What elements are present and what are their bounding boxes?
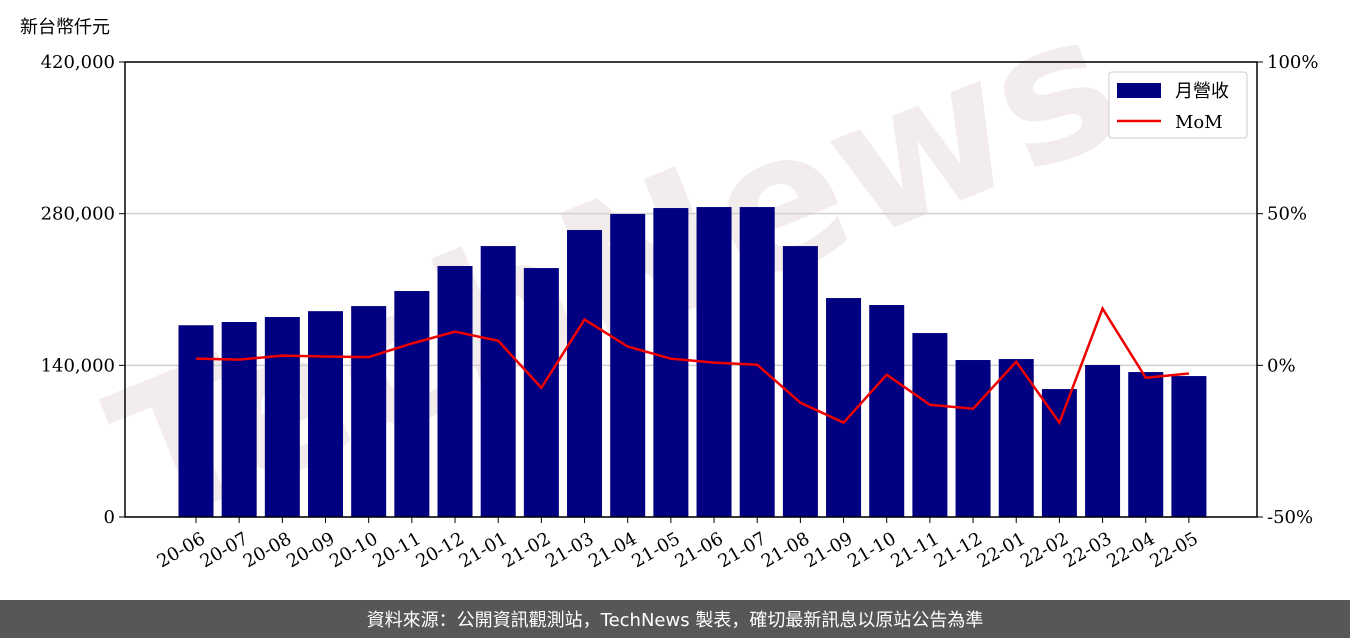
x-tick-label: 20-10: [326, 528, 381, 572]
x-tick-label: 22-05: [1146, 528, 1201, 572]
x-tick-label: 21-02: [499, 528, 554, 572]
y2-tick-label: 0%: [1267, 355, 1296, 376]
bar: [955, 360, 991, 517]
bar: [869, 304, 905, 517]
x-tick-label: 20-11: [369, 528, 424, 572]
y-tick-label: 280,000: [41, 204, 115, 225]
bar: [523, 268, 559, 517]
bar: [998, 359, 1034, 517]
bar: [1085, 365, 1121, 517]
bar: [912, 333, 948, 517]
y-tick-label: 420,000: [41, 52, 115, 73]
bar: [308, 311, 344, 517]
x-tick-label: 20-09: [283, 528, 338, 572]
bar: [782, 246, 818, 517]
footer-bar: [0, 600, 1350, 638]
plot-frame: [124, 61, 1258, 518]
bar: [567, 230, 603, 517]
footer-text: 資料來源：公開資訊觀測站，TechNews 製表，確切最新訊息以原站公告為準: [367, 610, 984, 631]
x-tick-label: 21-05: [628, 528, 683, 572]
x-tick-label: 21-10: [844, 528, 899, 572]
bar: [480, 246, 516, 517]
x-tick-label: 22-03: [1060, 528, 1115, 572]
bar: [221, 322, 257, 517]
x-tick-label: 22-01: [974, 528, 1029, 572]
x-tick-label: 21-09: [801, 528, 856, 572]
x-tick-label: 21-07: [715, 528, 770, 572]
y2-tick-label: -50%: [1267, 507, 1313, 528]
bar: [351, 306, 387, 517]
bar: [610, 213, 646, 517]
x-tick-label: 21-04: [585, 528, 640, 572]
bar: [437, 265, 473, 517]
x-tick-label: 21-11: [887, 528, 942, 572]
bar: [178, 325, 214, 517]
bar: [394, 291, 430, 517]
x-tick-label: 21-12: [931, 528, 986, 572]
legend-swatch: [1117, 83, 1161, 98]
x-tick-label: 21-03: [542, 528, 597, 572]
y2-tick-label: 50%: [1267, 204, 1307, 225]
y-axis-label: 新台幣仟元: [20, 17, 110, 38]
x-tick-label: 20-12: [412, 528, 467, 572]
y-tick-label: 140,000: [41, 355, 115, 376]
x-tick-label: 22-02: [1017, 528, 1072, 572]
bar: [1171, 376, 1207, 517]
legend-label: 月營收: [1175, 81, 1229, 102]
y2-tick-label: 100%: [1267, 52, 1318, 73]
legend-label: MoM: [1175, 112, 1223, 133]
y-tick-label: 0: [104, 507, 115, 528]
bar: [653, 208, 689, 518]
bar: [1041, 389, 1077, 517]
x-tick-label: 21-06: [671, 528, 726, 572]
bar: [739, 207, 775, 517]
x-tick-label: 22-04: [1103, 528, 1158, 572]
bar: [1128, 372, 1164, 517]
x-tick-label: 21-01: [456, 528, 511, 572]
bar: [264, 317, 300, 517]
bar: [826, 298, 862, 517]
line: [195, 305, 1190, 426]
x-tick-label: 21-08: [758, 528, 813, 572]
